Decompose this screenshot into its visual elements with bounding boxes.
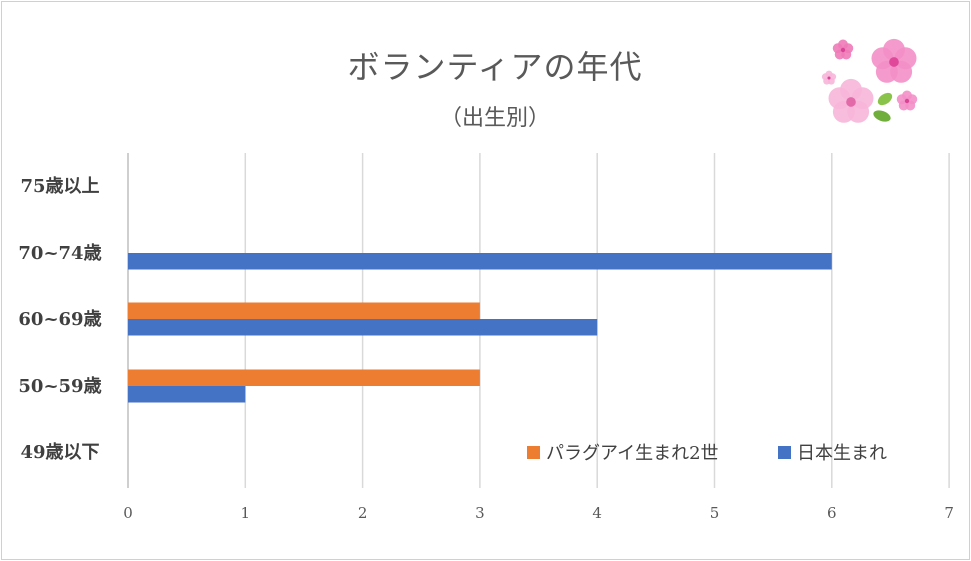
category-label: 60~69歳 (18, 309, 101, 330)
legend-swatch (778, 446, 791, 459)
legend: パラグアイ生まれ2世 日本生まれ (527, 443, 887, 464)
legend-label: 日本生まれ (797, 443, 887, 464)
category-label: 49歳以下 (20, 442, 99, 463)
x-tick-label: 3 (475, 504, 485, 522)
x-tick-label: 1 (241, 504, 251, 522)
x-tick-labels: 0 1 2 3 4 5 6 7 (123, 504, 954, 522)
x-tick-label: 7 (944, 504, 954, 522)
bars (128, 253, 832, 403)
bar-japan-born (128, 386, 246, 403)
legend-swatch (527, 446, 540, 459)
bar-japan-born (128, 253, 832, 270)
category-label: 75歳以上 (20, 176, 99, 197)
chart-title: ボランティアの年代 (347, 48, 643, 86)
x-tick-label: 4 (592, 504, 602, 522)
sakura-decoration-icon (821, 38, 918, 123)
category-labels: 75歳以上 70~74歳 60~69歳 50~59歳 49歳以下 (18, 176, 101, 463)
chart-subtitle: （出生別） (439, 106, 550, 131)
bar-paraguay-born (128, 369, 480, 386)
x-tick-label: 0 (123, 504, 133, 522)
legend-label: パラグアイ生まれ2世 (546, 443, 719, 464)
category-label: 50~59歳 (18, 376, 101, 397)
x-tick-label: 6 (827, 504, 837, 522)
bar-japan-born (128, 319, 598, 336)
category-label: 70~74歳 (18, 243, 101, 264)
bar-paraguay-born (128, 302, 480, 319)
x-tick-label: 5 (710, 504, 720, 522)
x-tick-label: 2 (358, 504, 368, 522)
